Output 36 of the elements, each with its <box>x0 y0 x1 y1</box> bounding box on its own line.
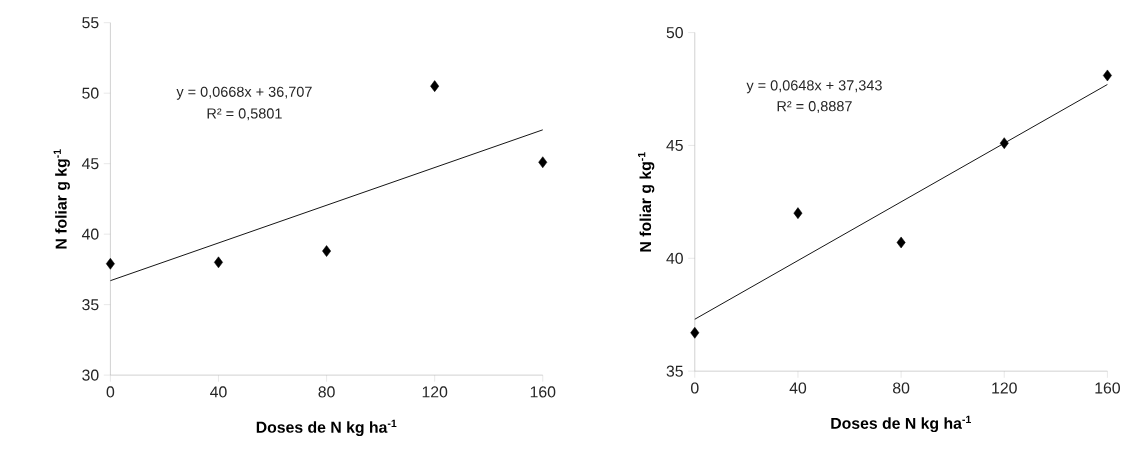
y-axis-title: N foliar g kg$^{-1}$ <box>53 149 70 249</box>
annotation: R² = 0,5801 <box>207 108 282 121</box>
point <box>793 207 803 219</box>
x-tick-label: 80 <box>893 382 910 394</box>
y-tick-label: 40 <box>81 228 99 240</box>
annotation: y = 0,0668x + 36,707 <box>176 86 312 100</box>
point <box>105 258 115 270</box>
y-tick-label: 30 <box>82 369 99 381</box>
x-tick-label: 80 <box>318 386 335 398</box>
y-tick-label: 35 <box>82 299 99 311</box>
x-tick-label: 120 <box>422 386 448 398</box>
x-tick-label: 40 <box>210 386 227 398</box>
point <box>538 156 548 169</box>
y-tick-label: 50 <box>666 27 683 39</box>
point <box>322 245 331 257</box>
y-tick-label: 40 <box>666 252 683 264</box>
y-tick-label: 50 <box>82 87 99 99</box>
point <box>896 236 906 249</box>
point <box>430 80 440 92</box>
x-tick-label: 40 <box>789 382 807 394</box>
y-tick-label: 45 <box>81 158 99 170</box>
x-tick-label: 160 <box>530 386 556 398</box>
annotation: R² = 0,8887 <box>777 101 852 114</box>
x-tick-label: 120 <box>992 382 1017 394</box>
y-axis-title: N foliar g kg$^{-1}$ <box>638 152 655 252</box>
y-tick-label: 55 <box>82 17 99 29</box>
point <box>999 137 1009 150</box>
x-tick-label: 0 <box>106 386 115 398</box>
point <box>690 327 700 339</box>
x-axis-title: Doses de N kg ha$^{-1}$ <box>256 419 397 437</box>
y-tick-label: 45 <box>666 139 683 151</box>
x-tick-label: 0 <box>691 382 699 394</box>
x-axis-title: Doses de N kg ha$^{-1}$ <box>831 415 971 433</box>
y-tick-label: 35 <box>666 365 683 377</box>
x-tick-label: 160 <box>1095 382 1120 394</box>
annotation: y = 0,0648x + 37,343 <box>746 80 882 94</box>
